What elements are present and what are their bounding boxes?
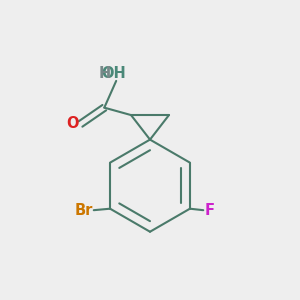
Text: OH: OH [101, 66, 126, 81]
Text: O: O [67, 116, 79, 131]
Text: F: F [205, 203, 215, 218]
Text: H: H [99, 66, 111, 81]
Text: Br: Br [74, 203, 93, 218]
